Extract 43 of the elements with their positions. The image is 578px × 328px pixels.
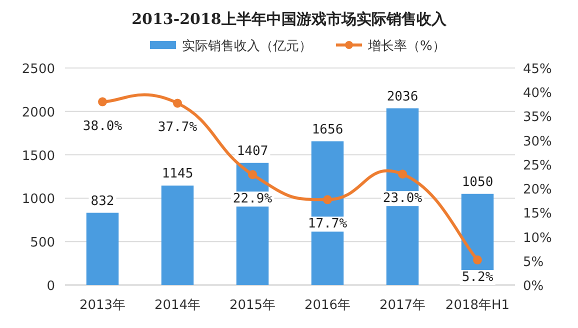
chart-title: 2013-2018上半年中国游戏市场实际销售收入 (132, 10, 448, 28)
x-tick-label: 2017年 (379, 298, 426, 313)
point (248, 170, 257, 180)
label: 5.2% (460, 270, 496, 285)
y-tick-label: 1500 (22, 148, 55, 164)
point (323, 195, 332, 204)
point (98, 97, 107, 106)
x-tick-label: 2016年 (304, 298, 351, 313)
label: 38.0% (80, 118, 124, 134)
x-tick-label: 2018年H1 (445, 298, 510, 313)
y-tick-label: 0 (46, 279, 55, 294)
bar (161, 186, 194, 285)
y2-tick-label: 15% (523, 206, 552, 222)
y-tick-label: 500 (30, 236, 55, 251)
x-tick-label: 2015年 (229, 298, 276, 313)
legend-label: 实际销售收入（亿元） (182, 39, 312, 54)
y2-tick-label: 40% (523, 86, 552, 102)
y2-tick-label: 10% (523, 230, 552, 246)
y2-tick-label: 20% (523, 182, 552, 198)
bar (86, 212, 119, 285)
y-tick-label: 1000 (22, 192, 55, 208)
label: 1050 (460, 174, 496, 190)
y2-tick-label: 45% (523, 62, 552, 77)
label: 22.9% (230, 192, 274, 207)
label: 37.7% (156, 120, 200, 136)
legend-label: 增长率（%） (367, 38, 446, 54)
x-tick-label: 2014年 (154, 298, 201, 313)
y-tick-label: 2000 (22, 105, 55, 120)
y-tick-label: 2500 (22, 62, 55, 77)
point (473, 255, 482, 264)
y2-tick-label: 30% (523, 134, 552, 150)
label: 23.0% (380, 191, 424, 206)
point (173, 98, 182, 108)
y2-tick-label: 35% (523, 110, 552, 126)
x-tick-label: 2013年 (79, 298, 126, 313)
label: 1145 (160, 166, 196, 182)
label: 2036 (384, 89, 420, 104)
label: 1656 (310, 122, 346, 138)
point (398, 170, 407, 179)
y2-tick-label: 25% (523, 158, 552, 174)
label: 1407 (234, 144, 270, 159)
y2-tick-label: 0% (523, 279, 544, 294)
y2-tick-label: 5% (523, 254, 544, 270)
